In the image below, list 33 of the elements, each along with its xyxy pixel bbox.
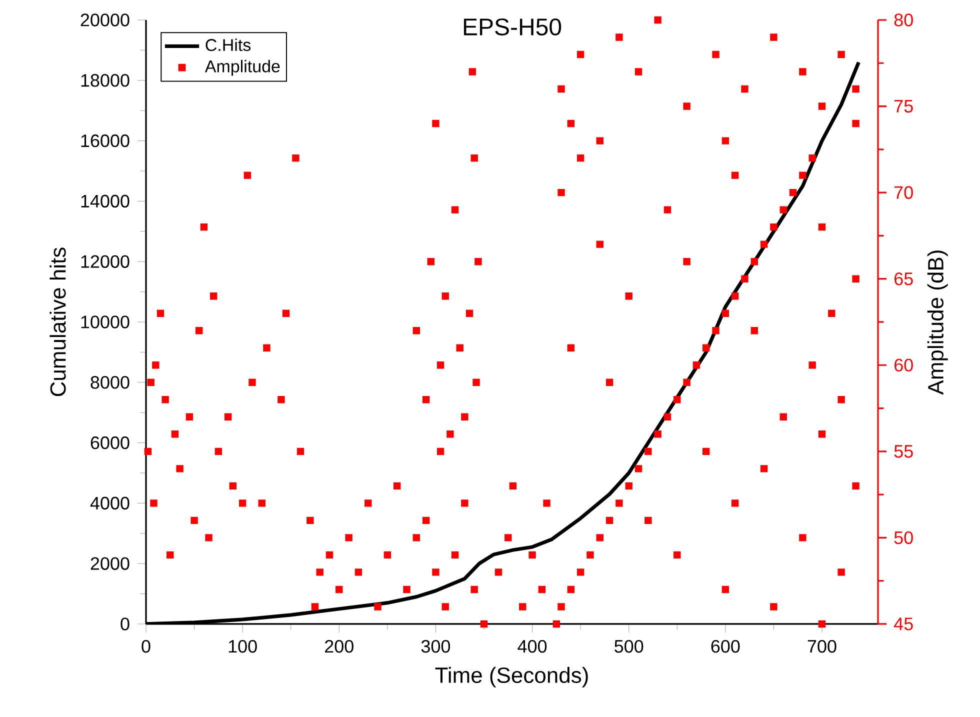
y2-tick-label: 50	[894, 531, 913, 544]
x-tick-label: 600	[711, 640, 740, 653]
y2-tick-label: 75	[894, 100, 913, 113]
y-tick-label: 10000	[81, 316, 130, 328]
legend-label: C.Hits	[206, 38, 251, 52]
y-tick-label: 14000	[81, 194, 130, 208]
x-tick-label: 100	[228, 640, 257, 653]
x-tick-label: 400	[518, 640, 547, 653]
y2-tick-label: 80	[894, 14, 913, 26]
x-tick-label: 200	[325, 640, 354, 653]
chart-title: EPS-H50	[464, 18, 562, 36]
x-axis-title: Time (Seconds)	[435, 666, 588, 688]
y-tick-label: 6000	[90, 436, 130, 450]
y-tick-label: 12000	[81, 255, 130, 268]
y2-tick-label: 60	[894, 358, 913, 372]
y-axis-title: Cumulative hits	[50, 248, 66, 396]
y-tick-label: 16000	[81, 134, 130, 148]
y-tick-label: 8000	[90, 376, 130, 389]
y2-tick-label: 65	[894, 272, 913, 286]
legend-label: Amplitude	[204, 60, 280, 76]
y2-tick-label: 45	[894, 618, 913, 630]
y-tick-label: 2000	[90, 557, 130, 570]
y-tick-label: 18000	[81, 74, 130, 87]
y2-tick-label: 55	[894, 445, 913, 458]
x-tick-label: 700	[808, 640, 836, 653]
x-tick-label: 500	[614, 640, 644, 653]
x-tick-label: 0	[142, 640, 150, 653]
y-tick-label: 4000	[90, 496, 130, 510]
y2-tick-label: 70	[894, 186, 913, 199]
y-tick-label: 20000	[80, 14, 130, 26]
x-tick-label: 300	[421, 640, 450, 653]
y-tick-label: 0	[120, 618, 130, 630]
y2-axis-title: Amplitude (dB)	[927, 250, 948, 395]
